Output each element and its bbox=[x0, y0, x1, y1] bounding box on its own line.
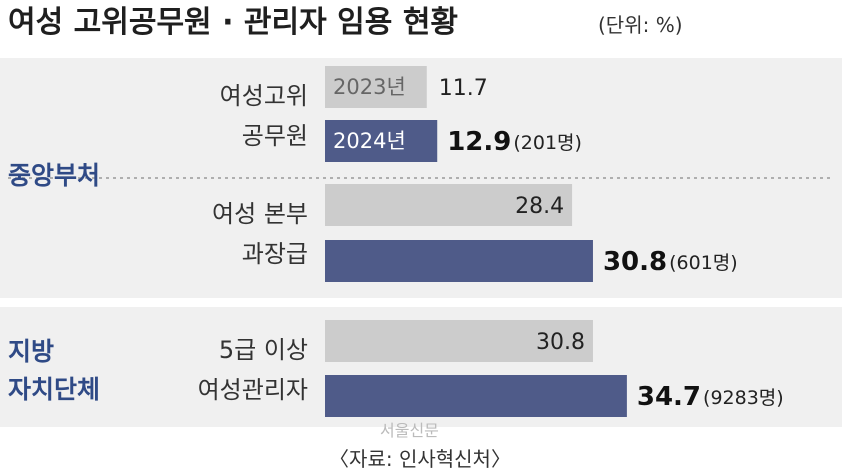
bar-2024-row2 bbox=[325, 240, 593, 282]
bar-2023-row3 bbox=[325, 320, 593, 362]
row2-label-line1: 여성 본부 bbox=[212, 200, 308, 228]
value-2023-row2: 28.4 bbox=[515, 194, 564, 219]
value-2024-row1: 12.9 bbox=[447, 127, 511, 157]
watermark: 서울신문 bbox=[380, 421, 439, 440]
legend-2024-label: 2024년 bbox=[333, 129, 406, 153]
value-2024-row3: 34.7 bbox=[637, 382, 701, 412]
note-2024-row3: (9283명) bbox=[703, 387, 784, 409]
bar-2024-row3 bbox=[325, 375, 627, 417]
row3-label-line2: 여성관리자 bbox=[198, 376, 308, 404]
value-2024-row2: 30.8 bbox=[603, 247, 667, 277]
bar-2023-row1 bbox=[325, 66, 427, 108]
unit-label: (단위: %) bbox=[598, 13, 683, 37]
group-label-local-line2: 자치단체 bbox=[8, 375, 100, 404]
row1-label-line1: 여성고위 bbox=[220, 82, 308, 110]
row2-label-line2: 과장급 bbox=[242, 240, 308, 268]
row1-label-line2: 공무원 bbox=[242, 122, 308, 150]
bar-2023-row2 bbox=[325, 184, 573, 226]
group-label-central: 중앙부처 bbox=[8, 161, 100, 190]
value-2023-row3: 30.8 bbox=[536, 330, 585, 355]
note-2024-row2: (601명) bbox=[669, 252, 738, 274]
note-2024-row1: (201명) bbox=[513, 132, 582, 154]
source-note: 〈자료: 인사혁신처〉 bbox=[329, 447, 511, 471]
legend-2023-label: 2023년 bbox=[333, 75, 406, 99]
bar-2024-row1 bbox=[325, 120, 438, 162]
chart-title: 여성 고위공무원 · 관리자 임용 현황 bbox=[8, 5, 458, 40]
group-label-local-line1: 지방 bbox=[8, 337, 54, 366]
value-2023-row1: 11.7 bbox=[439, 76, 488, 101]
row3-label-line1: 5급 이상 bbox=[219, 336, 308, 364]
